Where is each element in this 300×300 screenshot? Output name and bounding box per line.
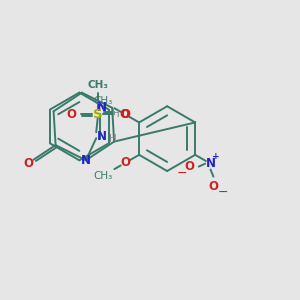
Text: CH₃: CH₃ bbox=[87, 80, 108, 91]
Text: +: + bbox=[212, 152, 220, 160]
Text: O: O bbox=[120, 108, 130, 121]
Text: −: − bbox=[176, 167, 187, 180]
Text: H: H bbox=[112, 109, 119, 119]
Text: N: N bbox=[81, 154, 91, 167]
Text: O: O bbox=[67, 107, 76, 121]
Text: S: S bbox=[93, 107, 103, 121]
Text: CH₃: CH₃ bbox=[93, 171, 112, 181]
Text: H: H bbox=[109, 134, 116, 144]
Text: N: N bbox=[97, 101, 107, 114]
Text: O: O bbox=[120, 156, 130, 170]
Text: −: − bbox=[218, 186, 228, 199]
Text: CH₃: CH₃ bbox=[93, 96, 112, 106]
Text: O: O bbox=[23, 157, 33, 170]
Text: O: O bbox=[119, 107, 129, 121]
Text: O: O bbox=[184, 160, 194, 173]
Text: N: N bbox=[206, 157, 215, 170]
Text: N: N bbox=[97, 130, 106, 143]
Text: O: O bbox=[208, 180, 218, 193]
